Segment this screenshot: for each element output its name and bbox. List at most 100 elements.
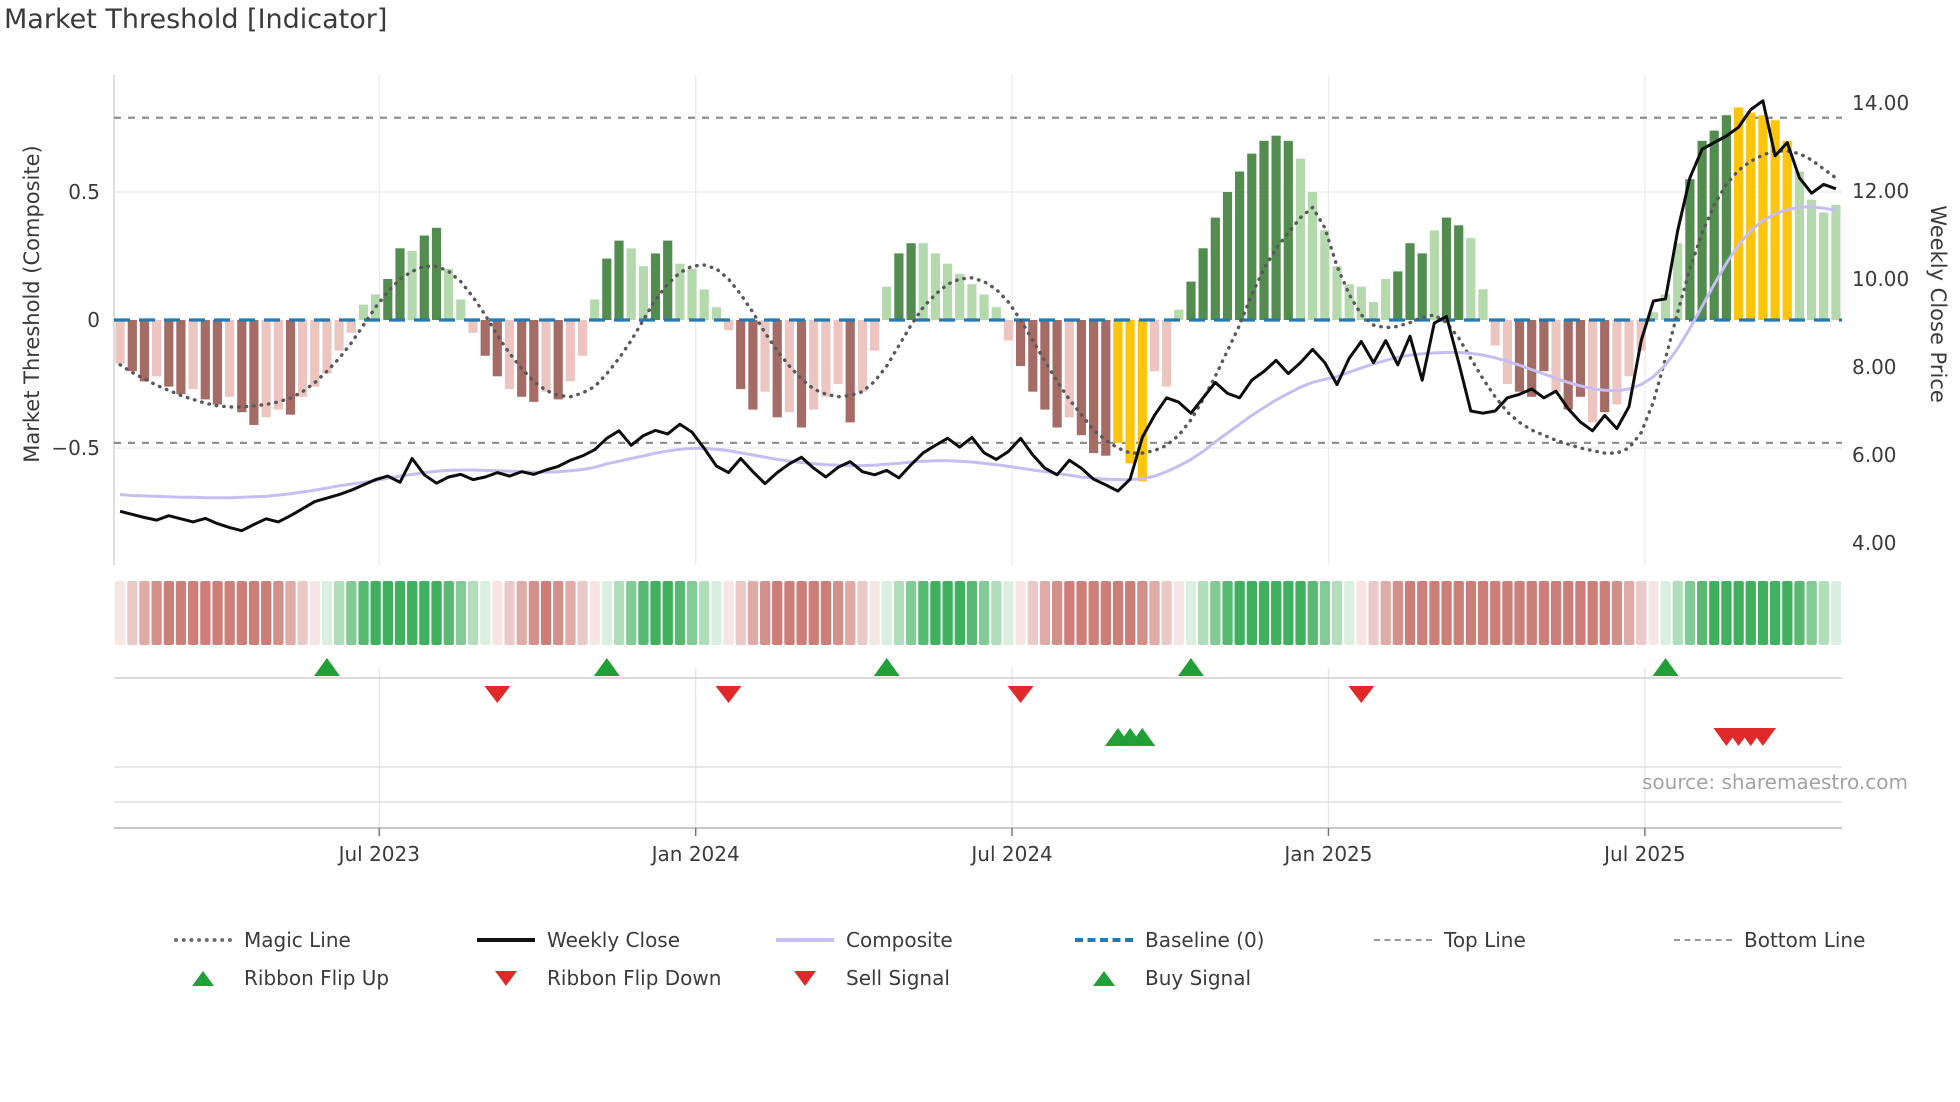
buy-signal-marker [1129, 728, 1156, 746]
composite-bar [711, 307, 721, 320]
ribbon-cell [979, 581, 990, 645]
legend-item-bottom-line: Bottom Line [1674, 927, 1865, 953]
ribbon-cell [1563, 581, 1574, 645]
ribbon-cell [188, 581, 199, 645]
composite-bar [796, 320, 807, 428]
ribbon-cell [711, 581, 722, 645]
ribbon-cell [516, 581, 527, 645]
ribbon-cell [1550, 581, 1562, 645]
composite-bar [675, 263, 685, 320]
composite-bar [1466, 238, 1476, 320]
composite-bar [1137, 320, 1147, 482]
composite-bar [1320, 230, 1330, 320]
right-tick-label: 8.00 [1852, 355, 1897, 379]
ribbon-cell [1757, 581, 1769, 645]
ribbon-cell [699, 581, 710, 645]
composite-bar [431, 227, 442, 320]
composite-bar [1283, 140, 1293, 320]
ribbon-cell [248, 581, 260, 645]
ribbon-cell [808, 581, 819, 645]
ribbon-cell [1137, 581, 1148, 645]
composite-bar [468, 320, 478, 333]
legend-label: Composite [846, 928, 953, 952]
ribbon-cell [236, 581, 247, 645]
legend-label: Top Line [1444, 928, 1526, 952]
composite-bar [1782, 140, 1792, 320]
ribbon-cell [1721, 581, 1732, 645]
ribbon-cell [1222, 581, 1233, 645]
ribbon-cell [906, 581, 917, 645]
composite-bar [1624, 320, 1634, 377]
ribbon-cell [1611, 581, 1623, 645]
ribbon-cell [1477, 581, 1489, 645]
ribbon-cell [1198, 581, 1209, 645]
composite-bar [310, 320, 320, 387]
ribbon-cell [370, 581, 381, 645]
ribbon-flip-up-marker [313, 658, 340, 676]
composite-bar [529, 320, 539, 402]
composite-bar [1028, 320, 1038, 392]
legend-label: Bottom Line [1744, 928, 1866, 952]
ribbon-cell [1636, 581, 1647, 645]
legend-item-sell-signal: Sell Signal [776, 965, 950, 991]
composite-bar [285, 320, 296, 415]
composite-bar [1089, 320, 1099, 454]
composite-bar [1563, 320, 1573, 410]
composite-bar [1052, 320, 1062, 428]
composite-bar [760, 320, 770, 392]
ribbon-cell [1684, 581, 1696, 645]
composite-bar [1295, 158, 1306, 320]
ribbon-cell [553, 581, 564, 645]
ribbon-cell [784, 581, 795, 645]
ribbon-cell [455, 581, 466, 645]
composite-bar [1770, 120, 1780, 320]
x-tick-label: Jan 2024 [650, 842, 740, 866]
composite-bar [407, 250, 417, 320]
composite-bar [857, 320, 867, 392]
ribbon-cell [1538, 581, 1550, 645]
dashed-small-line-icon [1374, 939, 1432, 941]
composite-bar [723, 320, 734, 331]
legend-item-ribbon-flip-down: Ribbon Flip Down [477, 965, 721, 991]
legend-item-magic-line: Magic Line [174, 927, 351, 953]
composite-bar [1016, 320, 1026, 367]
ribbon-cell [1417, 581, 1428, 645]
chart-title: Market Threshold [Indicator] [4, 4, 388, 35]
composite-bar [1758, 115, 1768, 320]
ribbon-cell [772, 581, 783, 645]
triangle-down-icon [794, 970, 816, 986]
triangle-up-icon [1093, 970, 1115, 986]
composite-bar [1222, 192, 1233, 320]
composite-bar [1587, 320, 1598, 423]
legend-swatch [1075, 938, 1133, 942]
ribbon-cell [1331, 581, 1343, 645]
composite-bar [1186, 281, 1196, 320]
composite-bar [322, 320, 332, 374]
composite-bar [809, 320, 819, 410]
ribbon-cell [1465, 581, 1477, 645]
right-tick-label: 10.00 [1852, 267, 1909, 291]
composite-bar [1441, 217, 1452, 320]
ribbon-cell [504, 581, 515, 645]
ribbon-cell [1818, 581, 1829, 645]
ribbon-cell [1173, 581, 1184, 645]
composite-bar [553, 320, 563, 400]
composite-bar [334, 320, 344, 351]
composite-bar [577, 320, 588, 356]
composite-bar [1405, 243, 1415, 320]
left-axis-label: Market Threshold (Composite) [20, 145, 44, 463]
ribbon-cell [175, 581, 187, 645]
composite-bar [1794, 171, 1804, 320]
ribbon-cell [650, 581, 661, 645]
ribbon-cell [833, 581, 844, 645]
legend-item-ribbon-flip-up: Ribbon Flip Up [174, 965, 389, 991]
composite-bar [504, 320, 515, 390]
ribbon-cell [163, 581, 174, 645]
right-tick-label: 6.00 [1852, 443, 1897, 467]
ribbon-cell [1149, 581, 1160, 645]
ribbon-cell [674, 581, 686, 645]
composite-bar [1003, 320, 1013, 341]
ribbon-cell [1575, 581, 1586, 645]
ribbon-cell [492, 581, 503, 645]
